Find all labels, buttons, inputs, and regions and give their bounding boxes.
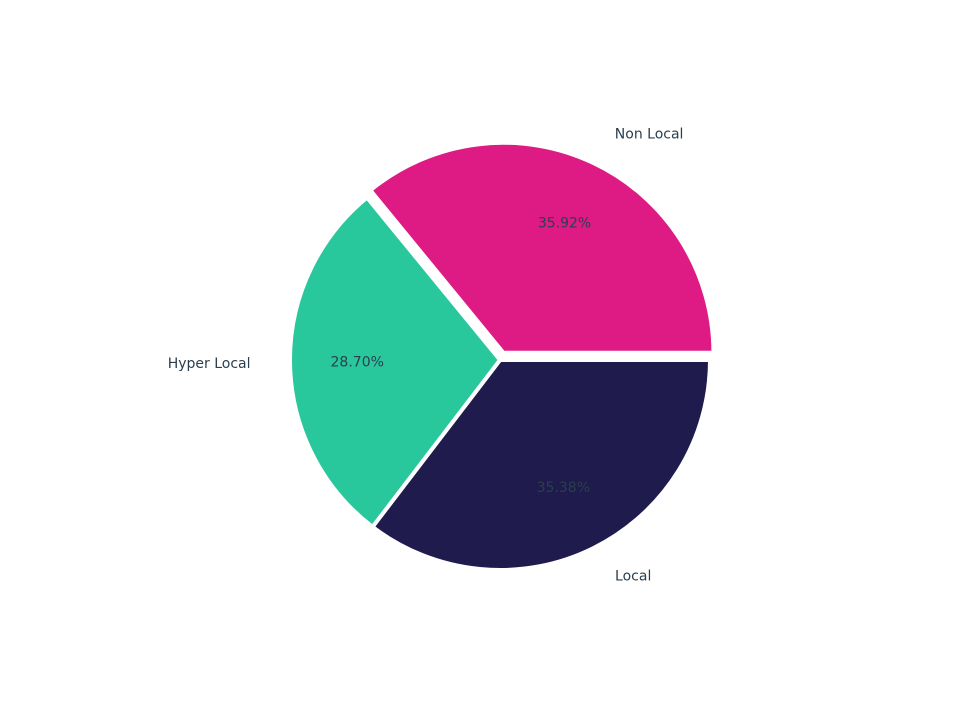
pie-chart-container: 35.38% Local 28.70% Hyper Local 35.92% Non Lo… xyxy=(0,0,960,720)
pie-pct-non-local: 35.92% xyxy=(538,216,591,232)
pie-label-local: Local xyxy=(615,568,651,584)
pie-pct-local: 35.38% xyxy=(537,480,590,496)
pie-label-non-local: Non Local xyxy=(615,127,684,143)
pie-chart: 35.38% Local 28.70% Hyper Local 35.92% Non Lo… xyxy=(0,0,960,720)
pie-label-hyper-local: Hyper Local xyxy=(168,356,251,372)
pie-pct-hyper-local: 28.70% xyxy=(331,354,384,370)
